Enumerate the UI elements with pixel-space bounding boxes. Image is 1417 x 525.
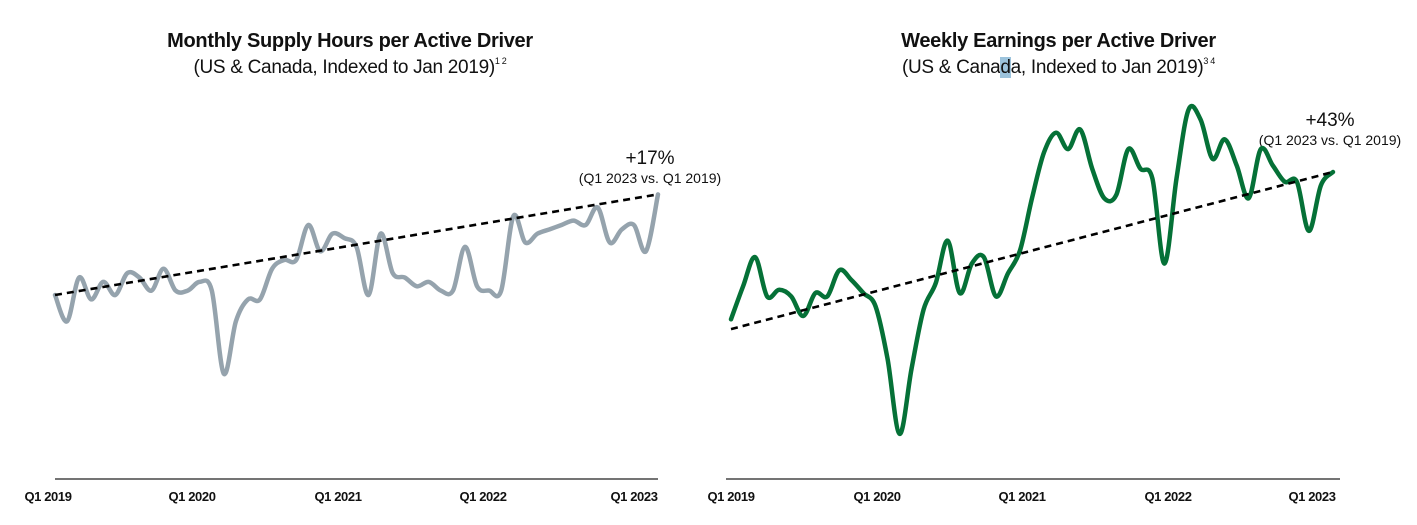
footnote-ref: 3 4: [1203, 56, 1216, 66]
footnote-ref: 1 2: [494, 56, 507, 66]
chart-title: Monthly Supply Hours per Active Driver: [167, 30, 533, 52]
change-note: (Q1 2023 vs. Q1 2019): [578, 170, 722, 186]
chart-title: Weekly Earnings per Active Driver: [901, 30, 1216, 52]
x-tick-label: Q1 2019: [707, 489, 754, 504]
x-tick-label: Q1 2020: [853, 489, 900, 504]
change-value: +43%: [1305, 110, 1355, 131]
chart-panel-supply-hours: Monthly Supply Hours per Active Driver (…: [0, 0, 721, 525]
change-annotation: +43% (Q1 2023 vs. Q1 2019): [1240, 110, 1417, 148]
change-value: +17%: [625, 148, 675, 169]
trend-line: [730, 170, 1334, 331]
subtitle-part-2: a, Indexed to Jan 2019): [1010, 57, 1204, 78]
x-tick-label: Q1 2022: [459, 489, 506, 504]
x-tick-label: Q1 2023: [610, 489, 657, 504]
line-chart-supply-hours: Q1 2019 Q1 2020 Q1 2021 Q1 2022 Q1 2023: [24, 192, 661, 504]
subtitle-text: (US & Canada, Indexed to Jan 2019): [901, 57, 1204, 78]
trend-line: [54, 193, 659, 297]
x-tick-label: Q1 2021: [998, 489, 1045, 504]
highlighted-text: d: [1000, 57, 1011, 78]
change-annotation: +17% (Q1 2023 vs. Q1 2019): [560, 148, 740, 186]
series-line: [52, 192, 661, 377]
series-line: [728, 103, 1336, 437]
subtitle-text: (US & Canada, Indexed to Jan 2019): [193, 57, 495, 78]
x-tick-label: Q1 2019: [24, 489, 71, 504]
x-tick-label: Q1 2021: [314, 489, 361, 504]
x-tick-label: Q1 2020: [168, 489, 215, 504]
x-tick-label: Q1 2023: [1288, 489, 1335, 504]
line-chart-weekly-earnings: Q1 2019 Q1 2020 Q1 2021 Q1 2022 Q1 2023: [707, 103, 1340, 504]
chart-subtitle: (US & Canada, Indexed to Jan 2019)3 4: [700, 56, 1417, 79]
chart-subtitle: (US & Canada, Indexed to Jan 2019)1 2: [0, 56, 700, 79]
chart-panel-weekly-earnings: Weekly Earnings per Active Driver (US & …: [700, 0, 1417, 525]
x-tick-label: Q1 2022: [1144, 489, 1191, 504]
change-note: (Q1 2023 vs. Q1 2019): [1258, 132, 1402, 148]
subtitle-part-1: (US & Cana: [901, 57, 1001, 78]
